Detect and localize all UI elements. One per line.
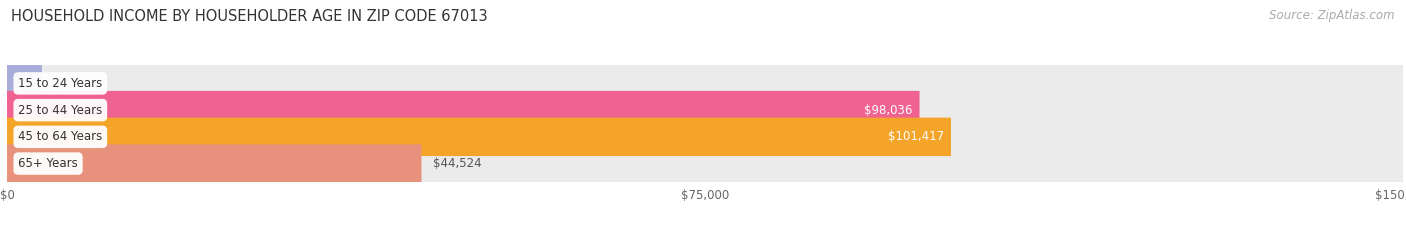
Text: HOUSEHOLD INCOME BY HOUSEHOLDER AGE IN ZIP CODE 67013: HOUSEHOLD INCOME BY HOUSEHOLDER AGE IN Z…	[11, 9, 488, 24]
Text: $101,417: $101,417	[887, 130, 943, 143]
Text: 25 to 44 Years: 25 to 44 Years	[18, 104, 103, 117]
Text: 15 to 24 Years: 15 to 24 Years	[18, 77, 103, 90]
FancyBboxPatch shape	[7, 118, 950, 156]
Text: 45 to 64 Years: 45 to 64 Years	[18, 130, 103, 143]
Text: $44,524: $44,524	[433, 157, 481, 170]
FancyBboxPatch shape	[7, 144, 1403, 183]
FancyBboxPatch shape	[7, 64, 1403, 103]
FancyBboxPatch shape	[7, 64, 42, 103]
Text: 65+ Years: 65+ Years	[18, 157, 77, 170]
FancyBboxPatch shape	[7, 118, 1403, 156]
FancyBboxPatch shape	[7, 144, 422, 183]
Text: Source: ZipAtlas.com: Source: ZipAtlas.com	[1270, 9, 1395, 22]
Text: $0: $0	[53, 77, 67, 90]
Text: $98,036: $98,036	[865, 104, 912, 117]
FancyBboxPatch shape	[7, 91, 1403, 129]
FancyBboxPatch shape	[7, 91, 920, 129]
